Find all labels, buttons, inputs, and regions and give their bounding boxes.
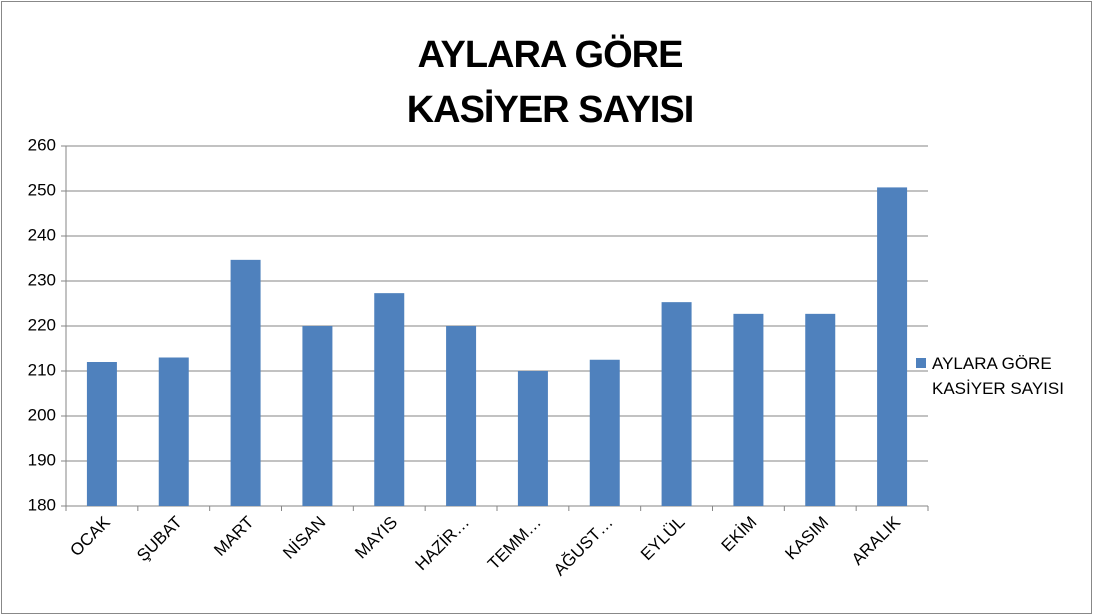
bar bbox=[661, 302, 692, 506]
y-tick-label: 220 bbox=[28, 315, 56, 334]
y-tick-label: 200 bbox=[28, 405, 56, 424]
chart-title: AYLARA GÖRE KASİYER SAYISI bbox=[406, 34, 695, 131]
bar bbox=[230, 259, 261, 506]
y-tick-label: 180 bbox=[28, 495, 56, 514]
y-tick-label: 250 bbox=[28, 180, 56, 199]
legend-label: AYLARA GÖRE KASİYER SAYISI bbox=[932, 354, 1064, 398]
bar bbox=[446, 326, 477, 506]
y-tick-label: 190 bbox=[28, 450, 56, 469]
bar bbox=[733, 313, 764, 506]
bar bbox=[158, 357, 189, 506]
legend: AYLARA GÖRE KASİYER SAYISI bbox=[916, 351, 1086, 401]
y-tick-label: 210 bbox=[28, 360, 56, 379]
bar bbox=[86, 362, 117, 506]
y-tick-label: 240 bbox=[28, 225, 56, 244]
legend-key bbox=[916, 358, 926, 368]
bar bbox=[374, 293, 405, 506]
y-tick-label: 260 bbox=[28, 135, 56, 154]
bar bbox=[517, 371, 548, 506]
bar bbox=[877, 187, 908, 506]
y-tick-label: 230 bbox=[28, 270, 56, 289]
bar bbox=[805, 313, 836, 506]
bar bbox=[589, 359, 620, 506]
bar bbox=[302, 326, 333, 506]
